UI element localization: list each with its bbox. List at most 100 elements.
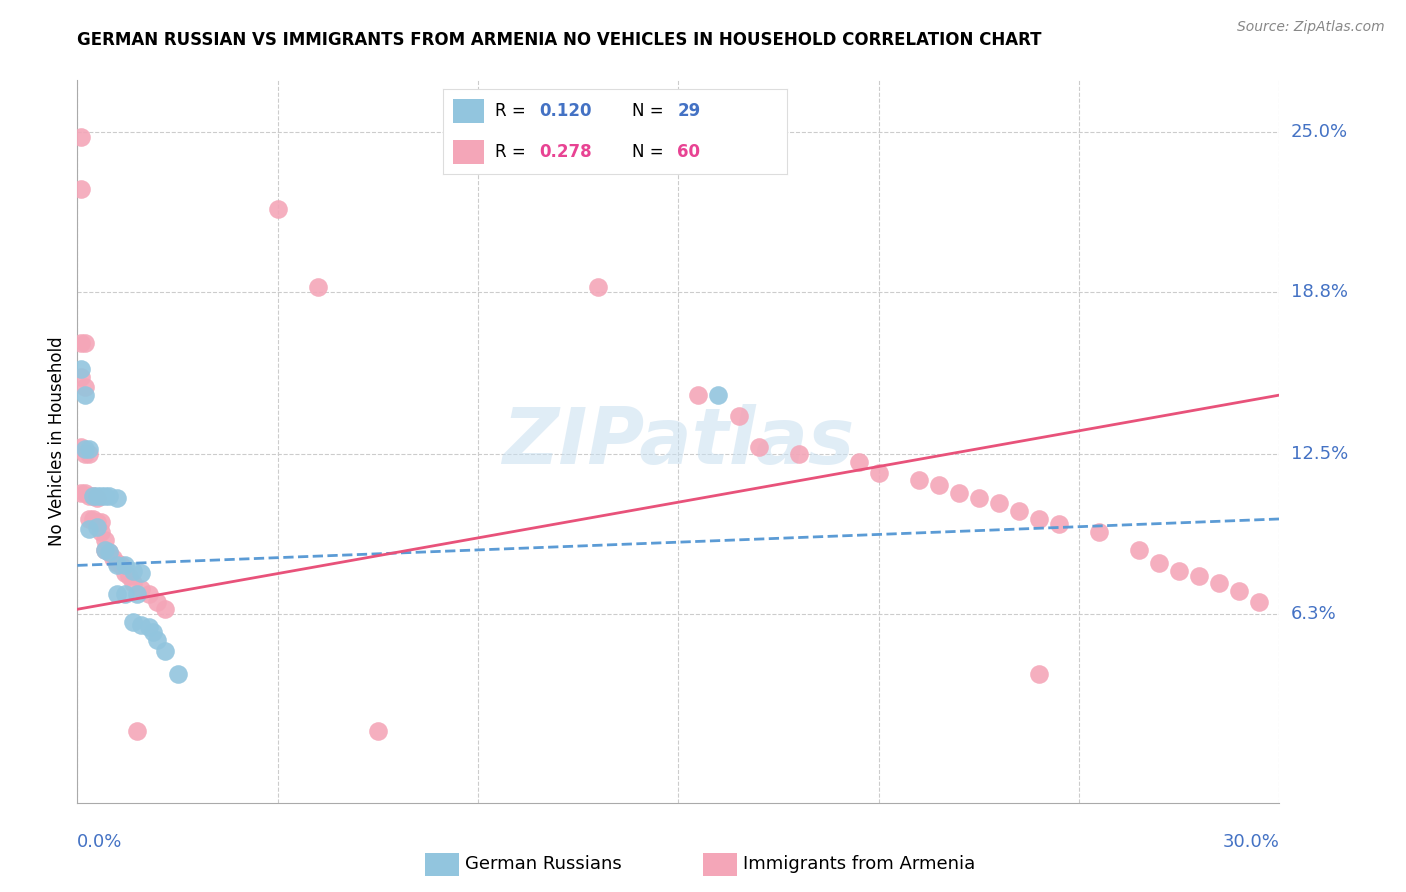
Point	[94, 489, 117, 503]
Text: ZIPatlas: ZIPatlas	[502, 403, 855, 480]
Point	[122, 564, 145, 578]
Point	[967, 491, 990, 506]
Text: R =: R =	[495, 103, 530, 120]
Point	[107, 558, 129, 573]
Point	[155, 643, 177, 657]
Point	[82, 489, 104, 503]
Point	[1249, 594, 1271, 608]
Point	[908, 473, 931, 487]
Point	[1168, 564, 1191, 578]
Bar	[453, 140, 484, 164]
Point	[138, 620, 160, 634]
Text: R =: R =	[495, 143, 530, 161]
Point	[86, 519, 108, 533]
Point	[127, 723, 149, 738]
Text: German Russians: German Russians	[465, 855, 621, 873]
Point	[1028, 512, 1050, 526]
Point	[948, 486, 970, 500]
Point	[75, 447, 97, 461]
Point	[1028, 666, 1050, 681]
Point	[122, 615, 145, 630]
Point	[79, 489, 101, 503]
Text: 29: 29	[678, 103, 700, 120]
Point	[748, 440, 770, 454]
Point	[142, 625, 165, 640]
Point	[707, 388, 730, 402]
Point	[79, 522, 101, 536]
Point	[82, 512, 104, 526]
Point	[146, 633, 169, 648]
Point	[79, 447, 101, 461]
Point	[267, 202, 290, 217]
Point	[131, 566, 153, 581]
Point	[118, 568, 141, 582]
Text: N =: N =	[633, 103, 669, 120]
Point	[138, 587, 160, 601]
Point	[848, 455, 870, 469]
Point	[307, 279, 329, 293]
Point	[166, 666, 188, 681]
Point	[1229, 584, 1251, 599]
Point	[1088, 524, 1111, 539]
Text: 0.278: 0.278	[540, 143, 592, 161]
Point	[86, 515, 108, 529]
Point	[75, 388, 97, 402]
Point	[75, 380, 97, 394]
Point	[988, 496, 1011, 510]
Bar	[453, 99, 484, 123]
Text: Source: ZipAtlas.com: Source: ZipAtlas.com	[1237, 20, 1385, 34]
Text: 30.0%: 30.0%	[1223, 833, 1279, 851]
Text: 0.120: 0.120	[540, 103, 592, 120]
Point	[131, 582, 153, 596]
Text: 18.8%: 18.8%	[1291, 283, 1347, 301]
Point	[1008, 504, 1031, 518]
Point	[1149, 556, 1171, 570]
Point	[79, 512, 101, 526]
Point	[70, 362, 93, 376]
Point	[928, 478, 950, 492]
Point	[86, 491, 108, 506]
Point	[70, 486, 93, 500]
Text: N =: N =	[633, 143, 669, 161]
Text: Immigrants from Armenia: Immigrants from Armenia	[744, 855, 976, 873]
Point	[1188, 568, 1211, 582]
Point	[588, 279, 610, 293]
Point	[787, 447, 810, 461]
Point	[110, 558, 132, 573]
Point	[131, 617, 153, 632]
Point	[688, 388, 710, 402]
Point	[727, 409, 749, 423]
Point	[107, 556, 129, 570]
Point	[367, 723, 389, 738]
Point	[98, 545, 121, 559]
Text: 25.0%: 25.0%	[1291, 123, 1348, 141]
Point	[75, 486, 97, 500]
Text: 12.5%: 12.5%	[1291, 445, 1348, 464]
Point	[114, 587, 136, 601]
Point	[107, 491, 129, 506]
Point	[868, 466, 890, 480]
Point	[70, 440, 93, 454]
Point	[122, 576, 145, 591]
Point	[94, 542, 117, 557]
Point	[146, 594, 169, 608]
Point	[127, 587, 149, 601]
Point	[107, 587, 129, 601]
Point	[70, 130, 93, 145]
Point	[90, 489, 112, 503]
Y-axis label: No Vehicles in Household: No Vehicles in Household	[48, 336, 66, 547]
Point	[82, 489, 104, 503]
Text: 6.3%: 6.3%	[1291, 606, 1336, 624]
Point	[79, 442, 101, 457]
Point	[90, 524, 112, 539]
Point	[1047, 517, 1070, 532]
Text: 0.0%: 0.0%	[77, 833, 122, 851]
Point	[1128, 542, 1150, 557]
Point	[155, 602, 177, 616]
Point	[98, 489, 121, 503]
Point	[94, 533, 117, 547]
Point	[70, 336, 93, 351]
Point	[86, 489, 108, 503]
Point	[103, 550, 125, 565]
Point	[75, 442, 97, 457]
